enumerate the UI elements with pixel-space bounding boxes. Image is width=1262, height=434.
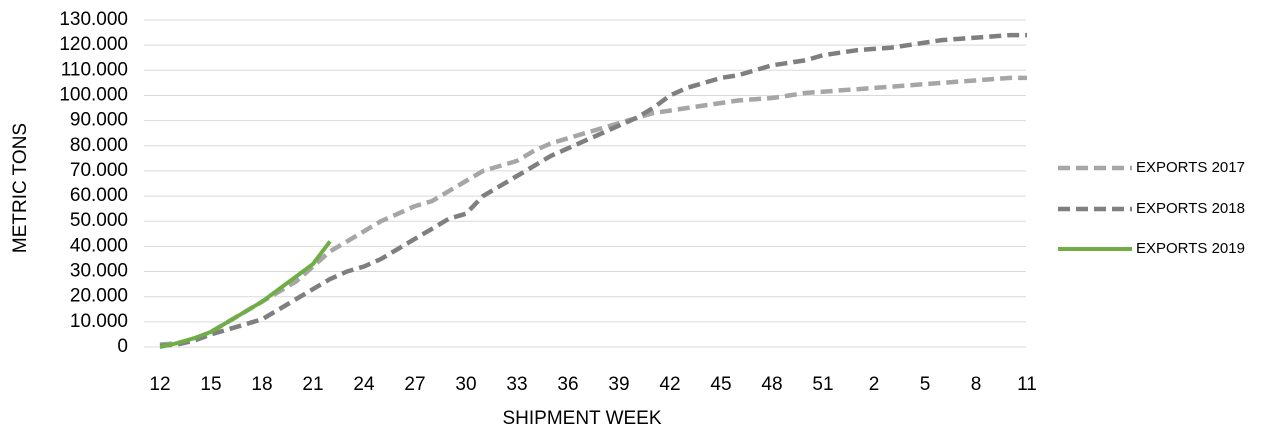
- y-tick-label: 30.000: [70, 261, 128, 282]
- x-tick-label: 39: [608, 374, 629, 395]
- series-line-3: [159, 240, 332, 349]
- x-tick-label: 2: [869, 374, 880, 395]
- x-tick-label: 18: [251, 374, 272, 395]
- legend-label-2: EXPORTS 2018: [1136, 200, 1245, 217]
- legend-label-1: EXPORTS 2017: [1136, 159, 1245, 176]
- x-tick-label: 48: [761, 374, 782, 395]
- x-tick-label: 12: [149, 374, 170, 395]
- y-tick-label: 0: [117, 336, 128, 357]
- y-tick-labels: 0 10.000 20.000 30.000 40.000 50.000 60.000 70.…: [59, 9, 128, 357]
- series-line-2: [159, 32, 1027, 348]
- x-tick-label: 33: [506, 374, 527, 395]
- y-tick-label: 20.000: [70, 286, 128, 307]
- legend-label-3: EXPORTS 2019: [1136, 240, 1245, 257]
- y-tick-label: 40.000: [70, 235, 128, 256]
- y-tick-label: 90.000: [70, 110, 128, 131]
- y-tick-label: 10.000: [70, 311, 128, 332]
- y-tick-label: 50.000: [70, 210, 128, 231]
- x-tick-label: 51: [812, 374, 833, 395]
- x-tick-label: 27: [404, 374, 425, 395]
- x-tick-label: 24: [353, 374, 375, 395]
- y-tick-label: 70.000: [70, 160, 128, 181]
- x-tick-label: 30: [455, 374, 476, 395]
- y-tick-label: 80.000: [70, 135, 128, 156]
- y-tick-label: 110.000: [61, 59, 128, 80]
- x-axis-title: SHIPMENT WEEK: [502, 408, 661, 429]
- x-tick-label: 21: [302, 374, 323, 395]
- gridlines: [144, 19, 1026, 348]
- y-tick-label: 120.000: [59, 34, 128, 55]
- x-tick-label: 5: [920, 374, 931, 395]
- x-tick-label: 8: [971, 374, 982, 395]
- x-tick-label: 42: [659, 374, 680, 395]
- x-tick-labels: 12 15 18 21 24 27 30 33 36 39 42 45 48 51 2 5 8 11: [149, 374, 1036, 395]
- x-tick-label: 15: [200, 374, 221, 395]
- y-tick-label: 130.000: [59, 9, 128, 30]
- legend: EXPORTS 2017 EXPORTS 2018 EXPORTS 2019: [1058, 159, 1245, 257]
- series-line-1: [159, 75, 1027, 347]
- series-lines: [159, 32, 1027, 349]
- y-tick-label: 100.000: [59, 84, 128, 105]
- x-tick-label: 45: [710, 374, 731, 395]
- y-axis-title: METRIC TONS: [10, 123, 31, 253]
- x-tick-label: 36: [557, 374, 578, 395]
- y-tick-label: 60.000: [70, 185, 128, 206]
- x-tick-label: 11: [1017, 374, 1037, 395]
